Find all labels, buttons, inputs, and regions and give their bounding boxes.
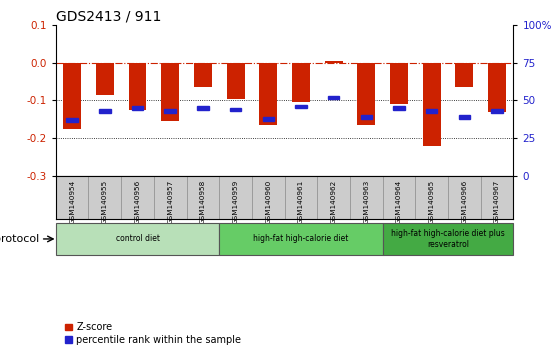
Bar [161,63,179,121]
Text: GSM140954: GSM140954 [69,180,75,224]
Text: high-fat high-calorie diet plus
resveratrol: high-fat high-calorie diet plus resverat… [391,229,505,249]
Bar [491,109,503,113]
Bar [488,63,506,112]
Text: GSM140958: GSM140958 [200,180,206,224]
Bar [328,96,339,99]
Text: GSM140966: GSM140966 [461,180,468,224]
Text: GSM140964: GSM140964 [396,180,402,224]
Bar [390,63,408,104]
Text: high-fat high-calorie diet: high-fat high-calorie diet [253,234,349,244]
Text: GSM140957: GSM140957 [167,180,173,224]
Bar [66,118,78,122]
Bar [132,106,143,110]
Bar [292,63,310,102]
Bar [357,63,376,125]
Bar [197,106,209,110]
Bar [227,63,244,99]
Text: GSM140961: GSM140961 [298,180,304,224]
Bar [455,63,473,87]
Bar [393,106,405,110]
Bar [295,105,307,108]
Text: GSM140967: GSM140967 [494,180,500,224]
Text: GSM140962: GSM140962 [330,180,336,224]
Bar [422,63,441,146]
Bar [128,63,147,110]
Bar [262,117,274,121]
Bar [325,61,343,63]
Bar [259,63,277,125]
Bar [96,63,114,95]
Text: GSM140965: GSM140965 [429,180,435,224]
Bar [63,63,81,129]
Text: control diet: control diet [116,234,160,244]
Text: GSM140960: GSM140960 [265,180,271,224]
Bar [230,108,241,112]
Text: GSM140956: GSM140956 [134,180,141,224]
Text: GSM140959: GSM140959 [233,180,239,224]
Bar [194,63,212,87]
Text: GSM140963: GSM140963 [363,180,369,224]
Text: GDS2413 / 911: GDS2413 / 911 [56,10,161,24]
Text: protocol: protocol [0,234,39,244]
Bar [165,109,176,113]
Text: GSM140955: GSM140955 [102,180,108,224]
Bar [360,115,372,119]
Bar [99,109,110,113]
Bar [459,115,470,119]
Legend: Z-score, percentile rank within the sample: Z-score, percentile rank within the samp… [61,319,245,349]
Bar [426,109,437,113]
